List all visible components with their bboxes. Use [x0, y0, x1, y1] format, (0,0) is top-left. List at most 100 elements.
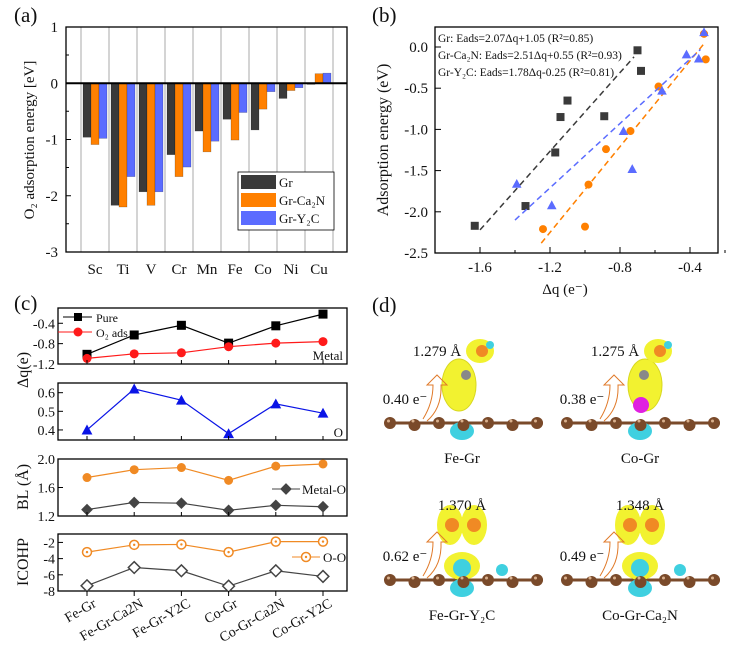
data-point-dot — [227, 550, 230, 554]
data-point — [127, 560, 142, 575]
bar-Cr-1 — [174, 83, 184, 177]
charge-depletion-blob — [631, 559, 649, 577]
data-point — [270, 398, 282, 409]
plot-frame — [434, 26, 719, 254]
y-tick-label: -2.5 — [404, 246, 428, 262]
data-point — [701, 55, 710, 64]
carbon-atom — [561, 417, 573, 429]
carbon-atom — [610, 417, 622, 429]
atom-highlight — [411, 419, 415, 423]
bar-Co-0 — [250, 83, 260, 131]
oxygen-atom — [645, 518, 659, 532]
x-tick-label: Ni — [284, 262, 299, 278]
data-point — [470, 221, 479, 230]
bond-length-label: 1.279 Å — [413, 344, 462, 360]
atom-highlight — [534, 419, 537, 423]
carbon-atom — [531, 574, 543, 586]
data-point-dot — [321, 540, 325, 543]
atom-highlight — [564, 576, 567, 580]
charge-depletion-blob — [496, 564, 508, 576]
data-point — [271, 461, 281, 471]
bar-Cr-2 — [182, 83, 192, 168]
carbon-atom — [384, 417, 396, 429]
series-line — [86, 566, 324, 587]
bar-Sc-0 — [82, 83, 92, 138]
charge-transfer-arrow-icon — [599, 374, 626, 422]
x-axis-label: Δq (e⁻) — [542, 282, 587, 298]
series-line — [86, 341, 324, 359]
oxygen-atom — [654, 345, 666, 357]
y-tick-label: -0.5 — [404, 81, 428, 97]
y-axis-label: ICOHP — [15, 538, 32, 586]
bar-Cr-0 — [166, 83, 176, 155]
carbon-atom — [659, 574, 671, 586]
data-point — [224, 475, 234, 485]
bar-Mn-1 — [202, 83, 212, 153]
legend-label: O-O — [323, 550, 346, 565]
data-point — [175, 497, 188, 510]
data-point — [581, 222, 589, 231]
structure-name: Co-Gr — [621, 451, 659, 467]
structure-3: 1.348 Å 0.49 e⁻ Co-Gr-Ca₂N — [560, 498, 720, 624]
legend-marker — [73, 327, 83, 337]
carbon-atom — [561, 574, 573, 586]
data-point — [316, 569, 330, 584]
carbon-atom — [659, 417, 671, 429]
atom-highlight — [637, 419, 641, 423]
y-tick-label: -4 — [43, 553, 55, 568]
data-point — [637, 66, 645, 75]
atom-highlight — [637, 576, 641, 580]
data-point — [511, 178, 522, 188]
structure-name: Co-Gr-Ca₂N — [602, 608, 678, 624]
atom-highlight — [460, 576, 464, 580]
y-axis-label: O₂ adsorption energy [eV] — [22, 61, 38, 220]
panel-a-bar-chart: 1 0 -1 -2 -3 Sc Ti V Cr Mn Fe Co Ni Cu O₂ adsorption e… — [22, 20, 348, 278]
legend-marker — [74, 313, 82, 321]
data-point — [222, 504, 235, 517]
carbon-atom — [384, 574, 396, 586]
legend-label: Gr — [279, 175, 293, 190]
y-tick-label: -2 — [43, 536, 55, 551]
x-tick-label: Ti — [117, 262, 130, 278]
y-tick-label: 0.6 — [38, 387, 56, 402]
bar-Sc-1 — [90, 83, 100, 145]
legend-label: Gr-Ca₂N — [279, 193, 326, 208]
legend-label: Pure — [96, 311, 118, 325]
carbon-atom — [531, 417, 543, 429]
panel-b-scatter-chart: -1.6 -1.2 -0.8 -0.4 0.0 -0.5 -1.0 -1.5 -2.0 -2.5 Δ… — [375, 26, 726, 298]
charge-transfer-label: 0.62 e⁻ — [383, 549, 428, 565]
y-tick-label: -1 — [46, 133, 59, 149]
fit-line-0 — [479, 56, 635, 231]
x-tick-label: -0.4 — [678, 260, 702, 276]
carbon-atom — [433, 417, 445, 429]
bar-Co-1 — [258, 83, 268, 110]
panel-c-line-charts: -0.4 -0.8 -1.2 0.6 0.5 0.4 2.0 1.6 1.2 -2 -4-6-8 Δq… — [14, 307, 348, 646]
data-point — [602, 145, 610, 154]
data-point — [546, 200, 557, 210]
bar-V-2 — [154, 83, 164, 193]
data-point — [693, 53, 704, 63]
data-point — [82, 473, 92, 483]
atom-highlight — [686, 419, 690, 423]
legend-swatch — [241, 175, 276, 189]
data-point — [128, 496, 141, 509]
atom-highlight — [711, 576, 714, 580]
carbon-atom — [457, 576, 470, 588]
x-tick-label: Co — [254, 262, 272, 278]
series-line — [86, 388, 324, 435]
fit-line-1 — [540, 43, 705, 244]
data-point — [223, 428, 234, 439]
series-line — [86, 501, 324, 511]
subplot-frame — [57, 307, 348, 365]
bar-Fe-1 — [230, 83, 240, 141]
x-tick-label: Sc — [88, 262, 103, 278]
legend-label: Gr-Y₂C — [279, 211, 319, 226]
data-point — [129, 330, 139, 340]
bar-Ti-1 — [118, 83, 128, 208]
atom-highlight — [662, 576, 665, 580]
data-point — [269, 499, 282, 512]
carbon-atom — [585, 576, 598, 588]
data-point — [317, 500, 329, 513]
panel-label-d: (d) — [372, 293, 397, 317]
data-point — [271, 338, 281, 348]
